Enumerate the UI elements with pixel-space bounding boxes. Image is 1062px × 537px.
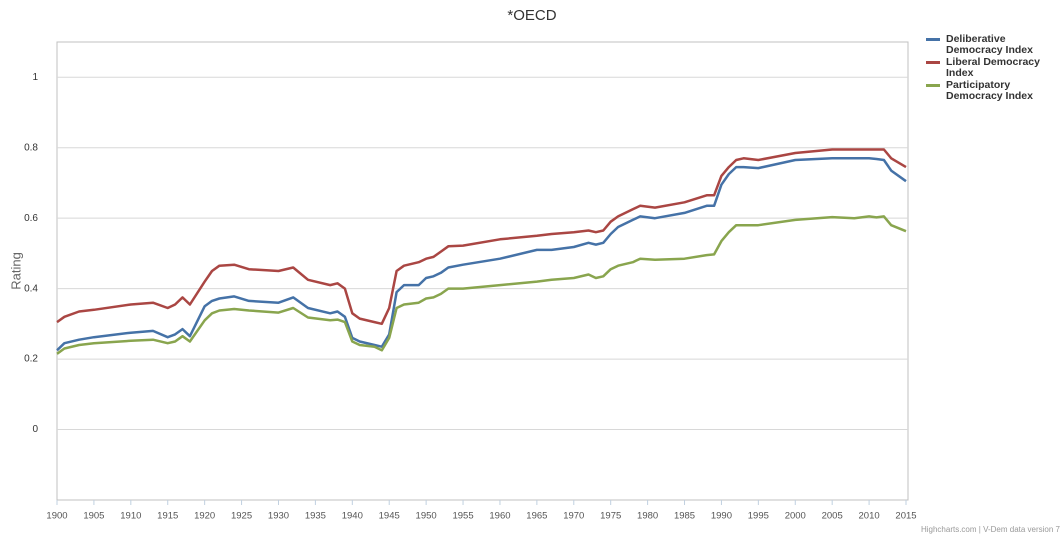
x-tick-label: 1975 — [600, 511, 621, 522]
x-tick-label: 2015 — [895, 511, 916, 522]
legend-swatch — [926, 84, 940, 87]
legend-item[interactable]: Deliberative Democracy Index — [926, 34, 1056, 56]
y-tick-label: 0.4 — [24, 283, 38, 294]
x-tick-label: 1995 — [748, 511, 769, 522]
chart-title: *OECD — [507, 7, 556, 24]
legend-label: Participatory Democracy Index — [946, 79, 1033, 102]
legend-item[interactable]: Liberal Democracy Index — [926, 57, 1056, 79]
x-tick-label: 2010 — [859, 511, 880, 522]
x-tick-label: 2000 — [785, 511, 806, 522]
x-tick-label: 1905 — [83, 511, 104, 522]
x-tick-label: 1915 — [157, 511, 178, 522]
x-tick-label: 1960 — [489, 511, 510, 522]
legend: Deliberative Democracy Index Liberal Demo… — [926, 34, 1056, 103]
x-tick-label: 2005 — [822, 511, 843, 522]
legend-label: Liberal Democracy Index — [946, 56, 1040, 79]
x-tick-label: 1980 — [637, 511, 658, 522]
x-tick-label: 1955 — [452, 511, 473, 522]
y-tick-label: 0.2 — [24, 354, 38, 365]
x-tick-label: 1990 — [711, 511, 732, 522]
legend-label: Deliberative Democracy Index — [946, 33, 1033, 56]
y-tick-label: 0.8 — [24, 142, 38, 153]
x-tick-label: 1985 — [674, 511, 695, 522]
y-tick-label: 0 — [32, 424, 38, 435]
x-tick-label: 1900 — [46, 511, 67, 522]
x-tick-label: 1970 — [563, 511, 584, 522]
legend-swatch — [926, 61, 940, 64]
x-tick-label: 1945 — [379, 511, 400, 522]
x-tick-label: 1930 — [268, 511, 289, 522]
y-axis-label: Rating — [8, 252, 23, 290]
y-tick-label: 1 — [32, 72, 38, 83]
series-line — [56, 215, 907, 355]
x-tick-label: 1950 — [416, 511, 437, 522]
series-line — [56, 157, 907, 352]
x-tick-label: 1925 — [231, 511, 252, 522]
x-tick-label: 1935 — [305, 511, 326, 522]
legend-swatch — [926, 38, 940, 41]
x-tick-label: 1965 — [526, 511, 547, 522]
x-tick-label: 1940 — [342, 511, 363, 522]
plot-border — [56, 41, 909, 501]
series-line — [56, 148, 907, 326]
credits: Highcharts.com | V-Dem data version 7 — [921, 525, 1061, 534]
x-tick-label: 1910 — [120, 511, 141, 522]
x-tick-label: 1920 — [194, 511, 215, 522]
y-tick-label: 0.6 — [24, 213, 38, 224]
legend-item[interactable]: Participatory Democracy Index — [926, 80, 1056, 102]
